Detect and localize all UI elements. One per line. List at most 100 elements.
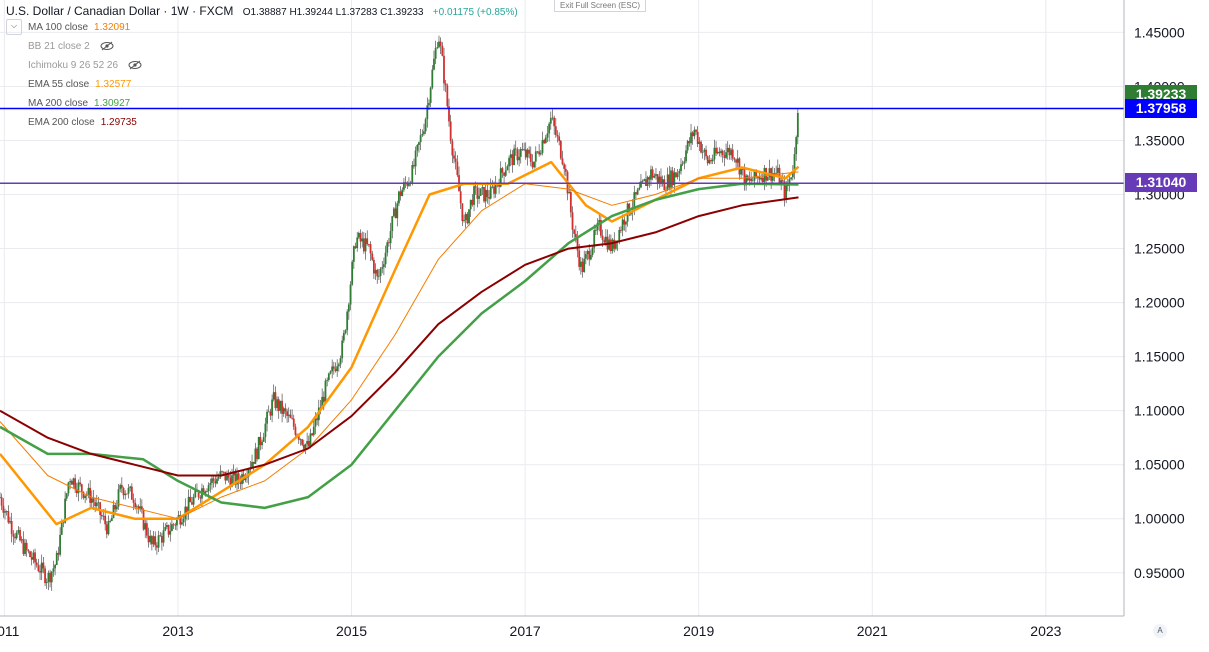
candle — [411, 161, 414, 186]
candle — [531, 154, 534, 170]
candle — [538, 144, 541, 157]
candle — [444, 80, 447, 93]
candle — [584, 251, 587, 265]
candle — [621, 214, 624, 237]
candle — [471, 194, 474, 207]
candle — [564, 164, 567, 177]
candle — [736, 149, 739, 168]
candle — [119, 483, 122, 493]
indicator-row[interactable]: EMA 200 close 1.29735 — [6, 113, 518, 132]
candle — [354, 242, 357, 249]
level-price-tag-2: 1.31040 — [1125, 173, 1197, 193]
indicator-row[interactable]: EMA 55 close 1.32577 — [6, 75, 518, 94]
candle — [274, 386, 277, 411]
candle — [478, 187, 480, 204]
candle — [551, 109, 554, 121]
candle — [598, 213, 601, 232]
indicator-row[interactable]: ⌵ MA 100 close 1.32091 — [6, 18, 518, 37]
candle — [683, 157, 686, 170]
candle — [37, 558, 40, 573]
candle — [429, 86, 432, 108]
candle — [344, 329, 347, 335]
candle — [266, 409, 268, 432]
indicator-row[interactable]: Ichimoku 9 26 52 26 — [6, 56, 518, 75]
candle — [4, 508, 6, 520]
candle — [696, 126, 699, 148]
candle — [676, 169, 679, 180]
candle — [548, 121, 551, 142]
candle — [272, 384, 275, 402]
candle — [514, 140, 517, 156]
eye-hidden-icon[interactable] — [100, 41, 114, 51]
candle — [115, 500, 118, 512]
candle — [309, 428, 312, 449]
candle — [271, 394, 273, 423]
y-tick-label: 1.20000 — [1134, 295, 1185, 311]
candle — [257, 436, 260, 460]
candle — [80, 483, 83, 500]
candle — [606, 229, 609, 253]
candle — [332, 361, 335, 375]
candle — [713, 139, 716, 164]
candle — [182, 516, 185, 527]
candle — [49, 569, 51, 588]
candle — [341, 335, 344, 363]
candle — [675, 171, 677, 178]
candle — [489, 178, 492, 200]
candle — [691, 131, 694, 145]
candle — [79, 476, 82, 487]
candle — [289, 409, 292, 419]
candle — [488, 190, 490, 206]
candle — [261, 439, 263, 450]
candle — [671, 166, 674, 188]
candle — [42, 557, 45, 574]
time-axis[interactable]: 2011 2013 2015 2017 2019 2021 2023 — [0, 623, 1062, 639]
candle — [710, 157, 712, 165]
indicator-row[interactable]: BB 21 close 2 — [6, 37, 518, 56]
candle — [593, 224, 596, 253]
symbol-title-row: U.S. Dollar / Canadian Dollar · 1W · FXC… — [6, 4, 518, 18]
y-tick-label: 0.95000 — [1134, 565, 1185, 581]
y-tick-label: 1.05000 — [1134, 457, 1185, 473]
candle — [154, 531, 157, 551]
candle — [711, 154, 714, 165]
candle — [668, 165, 671, 191]
candle — [733, 157, 736, 163]
candle — [17, 526, 20, 535]
candle — [625, 221, 627, 233]
eye-hidden-icon[interactable] — [128, 60, 142, 70]
auto-scale-button[interactable]: A — [1153, 624, 1167, 638]
candle — [329, 370, 332, 375]
candle — [14, 533, 16, 544]
candle — [469, 199, 472, 217]
indicator-row[interactable]: MA 200 close 1.30927 — [6, 94, 518, 113]
candle — [117, 484, 120, 510]
candle — [426, 97, 429, 128]
candle — [706, 155, 709, 166]
collapse-legend-icon[interactable]: ⌵ — [6, 19, 22, 36]
indicator-line — [0, 160, 800, 526]
candle — [533, 161, 536, 169]
candle — [54, 563, 56, 576]
candle — [783, 175, 786, 207]
candle — [578, 243, 581, 271]
candle — [473, 183, 475, 212]
candle — [681, 160, 684, 167]
candle — [89, 480, 92, 509]
candle — [362, 232, 365, 254]
symbol-title[interactable]: U.S. Dollar / Canadian Dollar · 1W · FXC… — [6, 4, 234, 18]
candle — [700, 140, 702, 154]
candle — [194, 484, 197, 499]
candle — [191, 496, 193, 506]
candle — [543, 138, 546, 145]
x-tick-label: 2015 — [336, 623, 367, 639]
horizontal-levels[interactable] — [0, 107, 1124, 185]
candle — [586, 249, 589, 261]
exit-fullscreen-button[interactable]: Exit Full Screen (ESC) — [554, 0, 647, 12]
candle — [566, 170, 569, 201]
candle — [167, 524, 170, 538]
candle — [364, 232, 367, 260]
candle — [591, 246, 594, 258]
